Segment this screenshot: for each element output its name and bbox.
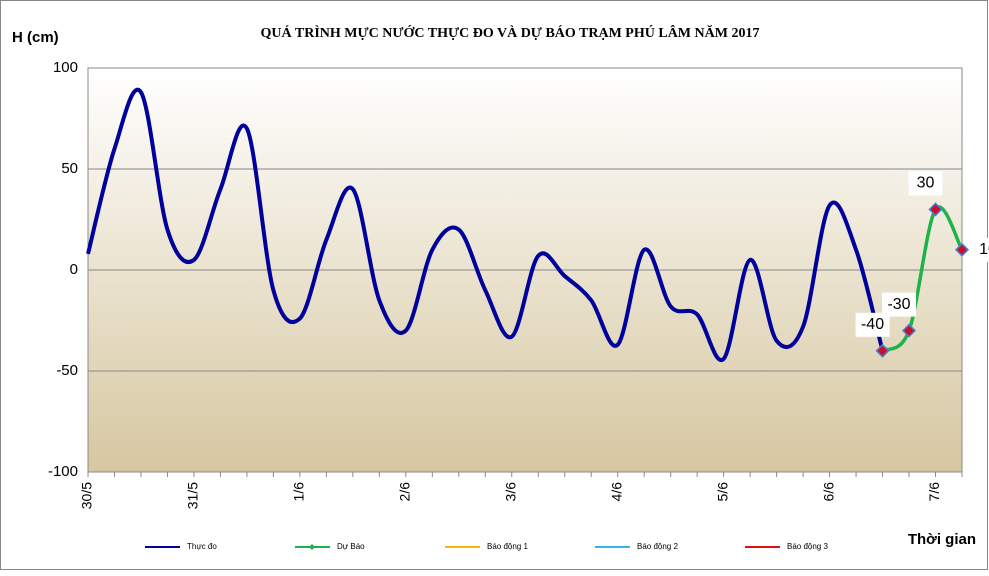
series-line [881,205,964,353]
series-line [86,87,885,363]
y-tick-label: 100 [53,59,78,76]
forecast-marker [928,202,943,217]
legend-label: Báo động 2 [637,542,678,551]
data-label: 30 [917,175,935,192]
y-tick-label: -100 [48,463,78,480]
forecast-marker [901,323,917,338]
x-tick-label: 2/6 [397,482,413,502]
x-axis-label: Thời gian [908,531,976,548]
x-tick-label: 1/6 [291,482,307,502]
chart-title: QUÁ TRÌNH MỰC NƯỚC THỰC ĐO VÀ DỰ BÁO TRẠ… [261,24,760,41]
legend-label: Báo động 3 [787,542,828,551]
x-tick-label: 5/6 [714,482,730,502]
data-label: -30 [887,296,910,313]
data-label-box [971,237,989,262]
legend-marker [309,544,315,550]
data-label-box [855,312,890,337]
legend-label: Báo động 1 [487,542,528,551]
data-label-box [908,171,943,196]
legend-label: Thực đo [187,542,217,551]
y-tick-label: 0 [70,261,78,278]
y-axis-label: H (cm) [12,29,59,46]
y-tick-label: 50 [61,160,78,177]
x-tick-label: 30/5 [79,482,95,509]
legend-label: Dự Báo [337,542,365,551]
forecast-marker [875,343,890,358]
data-label-box [882,292,917,317]
data-label: 10 [979,241,989,258]
x-tick-label: 3/6 [502,482,518,502]
forecast-marker [954,242,970,257]
x-tick-label: 6/6 [820,482,836,502]
y-tick-label: -50 [56,362,78,379]
data-label: -40 [861,316,884,333]
x-tick-label: 4/6 [608,482,624,502]
x-tick-label: 31/5 [185,482,201,509]
x-tick-label: 7/6 [926,482,942,502]
